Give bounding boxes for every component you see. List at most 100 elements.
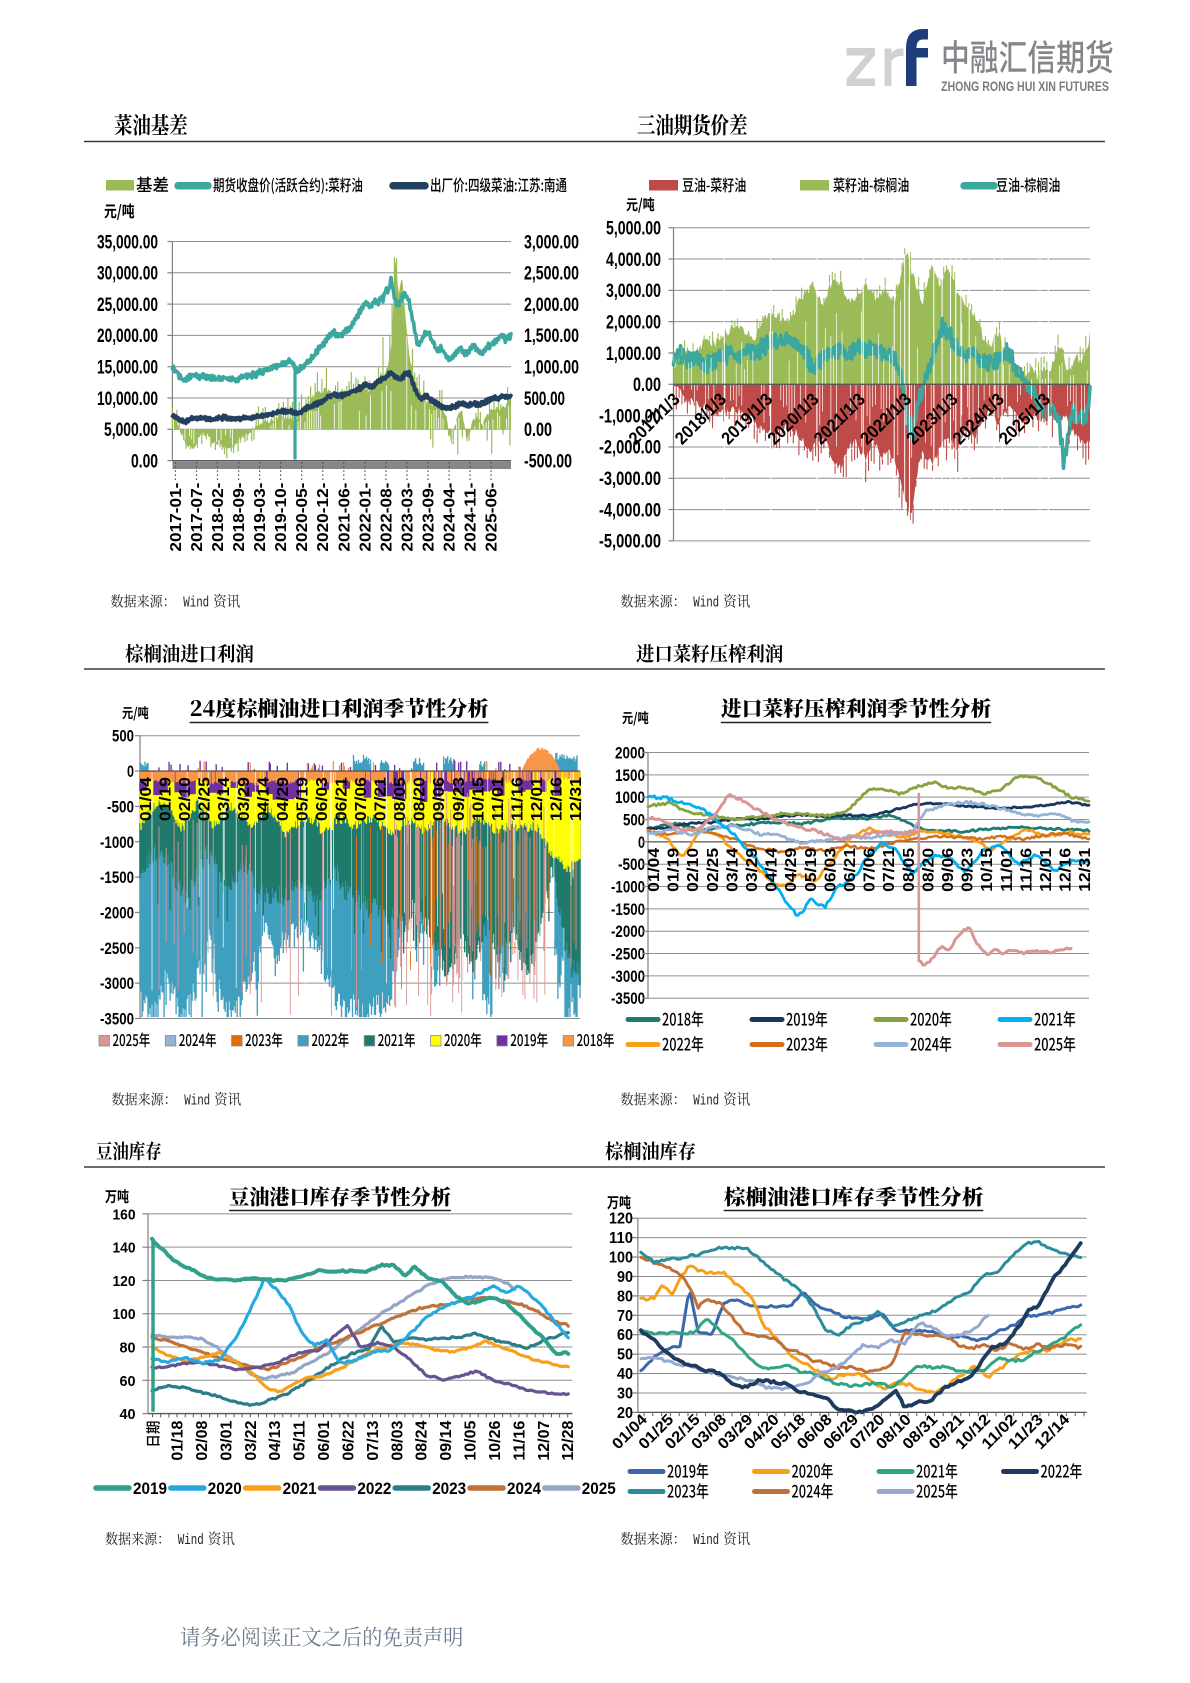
svg-text:11/01: 11/01 xyxy=(490,777,507,821)
svg-text:05/11: 05/11 xyxy=(292,1420,309,1460)
svg-text:2023-03-: 2023-03- xyxy=(400,483,417,552)
svg-text:03/29: 03/29 xyxy=(236,777,253,821)
svg-text:03/14: 03/14 xyxy=(216,777,233,821)
svg-text:60: 60 xyxy=(120,1373,136,1390)
svg-text:-500: -500 xyxy=(107,798,134,816)
svg-text:06/01: 06/01 xyxy=(316,1420,333,1460)
svg-text:80: 80 xyxy=(617,1288,633,1305)
svg-text:-2000: -2000 xyxy=(611,923,645,941)
svg-text:-1500: -1500 xyxy=(100,869,134,887)
svg-text:-500: -500 xyxy=(618,856,645,874)
svg-text:40: 40 xyxy=(617,1366,633,1383)
svg-text:10,000.00: 10,000.00 xyxy=(97,389,158,410)
svg-text:Wind: Wind xyxy=(184,1094,210,1110)
svg-text:04/29: 04/29 xyxy=(275,777,292,821)
svg-text:01/19: 01/19 xyxy=(666,847,683,891)
svg-text:2019-03-: 2019-03- xyxy=(252,483,269,552)
svg-text:03/29: 03/29 xyxy=(744,847,761,891)
svg-text:05/19: 05/19 xyxy=(294,777,311,821)
svg-text:-2,000.00: -2,000.00 xyxy=(599,438,661,459)
svg-text:-2500: -2500 xyxy=(611,946,645,964)
svg-text:10/05: 10/05 xyxy=(463,1420,480,1460)
svg-text:-1500: -1500 xyxy=(611,901,645,919)
svg-text:12/31: 12/31 xyxy=(568,777,585,821)
svg-text:12/07: 12/07 xyxy=(536,1421,553,1461)
svg-text:06/03: 06/03 xyxy=(822,847,839,891)
svg-text:120: 120 xyxy=(609,1211,633,1228)
svg-text:10/26: 10/26 xyxy=(487,1420,504,1460)
svg-text:2023-09-: 2023-09- xyxy=(421,483,438,552)
svg-text:2024: 2024 xyxy=(507,1479,541,1498)
svg-text:Wind: Wind xyxy=(693,596,719,612)
svg-text:3,000.00: 3,000.00 xyxy=(606,281,661,302)
svg-text:1,000.00: 1,000.00 xyxy=(524,358,579,379)
svg-text:140: 140 xyxy=(113,1240,136,1257)
svg-text:0: 0 xyxy=(638,834,645,852)
svg-text:09/23: 09/23 xyxy=(960,847,977,891)
svg-text:02/10: 02/10 xyxy=(177,777,194,821)
svg-text:20: 20 xyxy=(617,1405,633,1422)
svg-text:2018-02-: 2018-02- xyxy=(210,483,227,552)
svg-text:500.00: 500.00 xyxy=(524,389,565,410)
svg-text:15,000.00: 15,000.00 xyxy=(97,358,158,379)
svg-text:07/13: 07/13 xyxy=(365,1420,382,1460)
svg-text:04/13: 04/13 xyxy=(267,1420,284,1460)
svg-text:2,000.00: 2,000.00 xyxy=(606,313,661,334)
svg-text:100: 100 xyxy=(113,1306,136,1323)
svg-text:2022-01-: 2022-01- xyxy=(357,483,374,552)
svg-text:-1000: -1000 xyxy=(100,834,134,852)
svg-text:0: 0 xyxy=(127,763,134,781)
svg-text:2022-08-: 2022-08- xyxy=(378,483,395,552)
svg-text:160: 160 xyxy=(113,1206,136,1223)
svg-text:35,000.00: 35,000.00 xyxy=(97,232,158,253)
svg-text:07/21: 07/21 xyxy=(373,777,390,821)
svg-text:05/19: 05/19 xyxy=(803,847,820,891)
svg-text:08/03: 08/03 xyxy=(389,1420,406,1460)
svg-text:1,500.00: 1,500.00 xyxy=(524,326,579,347)
svg-text:08/20: 08/20 xyxy=(920,848,937,892)
svg-text:07/06: 07/06 xyxy=(862,847,879,891)
svg-text:04/29: 04/29 xyxy=(783,847,800,891)
svg-text:01/19: 01/19 xyxy=(158,777,175,821)
svg-text:06/21: 06/21 xyxy=(842,847,859,891)
svg-text:90: 90 xyxy=(617,1269,633,1286)
svg-text:08/24: 08/24 xyxy=(414,1420,431,1460)
svg-text:40: 40 xyxy=(120,1406,136,1423)
svg-text:12/16: 12/16 xyxy=(1058,847,1075,891)
svg-text:-500.00: -500.00 xyxy=(524,451,572,472)
svg-text:80: 80 xyxy=(120,1340,136,1357)
svg-text:10/15: 10/15 xyxy=(979,847,996,891)
svg-text:2025-06-: 2025-06- xyxy=(484,483,501,552)
svg-text:-4,000.00: -4,000.00 xyxy=(599,500,661,521)
svg-text:06/21: 06/21 xyxy=(334,777,351,821)
svg-text:2020: 2020 xyxy=(208,1479,242,1498)
svg-text:2021: 2021 xyxy=(283,1479,317,1498)
svg-text:12/28: 12/28 xyxy=(560,1420,577,1460)
svg-text:12/31: 12/31 xyxy=(1077,847,1094,891)
svg-text:08/20: 08/20 xyxy=(412,777,429,821)
svg-text:2,500.00: 2,500.00 xyxy=(524,264,579,285)
svg-text:1500: 1500 xyxy=(615,767,645,785)
svg-text:Wind: Wind xyxy=(178,1533,204,1549)
svg-text:11/16: 11/16 xyxy=(1018,847,1035,891)
svg-text:ZHONG RONG HUI XIN FUTURES: ZHONG RONG HUI XIN FUTURES xyxy=(941,79,1109,94)
svg-text:30,000.00: 30,000.00 xyxy=(97,264,158,285)
svg-text:-3500: -3500 xyxy=(100,1011,134,1029)
svg-text:03/14: 03/14 xyxy=(724,847,741,891)
svg-text:2017-01-: 2017-01- xyxy=(168,483,185,552)
svg-text:02/10: 02/10 xyxy=(685,848,702,892)
svg-text:07/06: 07/06 xyxy=(353,777,370,821)
svg-text:09/23: 09/23 xyxy=(451,777,468,821)
svg-text:-1000: -1000 xyxy=(611,879,645,897)
svg-text:0.00: 0.00 xyxy=(524,420,552,441)
svg-text:04/14: 04/14 xyxy=(764,847,781,891)
svg-text:09/14: 09/14 xyxy=(438,1420,455,1460)
svg-text:20,000.00: 20,000.00 xyxy=(97,326,158,347)
svg-text:3,000.00: 3,000.00 xyxy=(524,232,579,253)
svg-text:110: 110 xyxy=(609,1230,633,1247)
svg-text:1,000.00: 1,000.00 xyxy=(606,344,661,365)
svg-text:2020-05-: 2020-05- xyxy=(294,483,311,552)
svg-text:03/22: 03/22 xyxy=(243,1421,260,1461)
svg-text:11/01: 11/01 xyxy=(999,847,1016,891)
svg-text:4,000.00: 4,000.00 xyxy=(606,250,661,271)
